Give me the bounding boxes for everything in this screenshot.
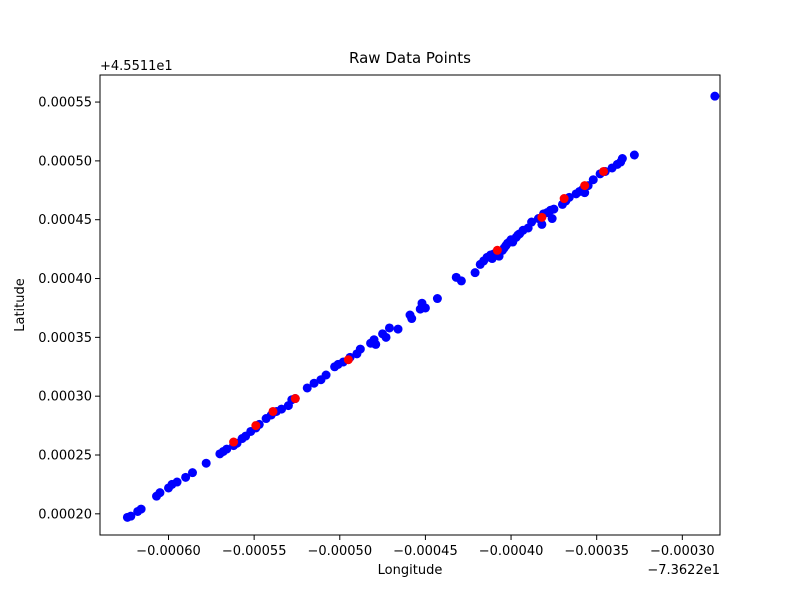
raw-data-point <box>181 472 191 482</box>
raw-data-point <box>381 332 391 342</box>
highlighted-data-point <box>599 166 609 176</box>
y-axis-offset-label: +4.5511e1 <box>100 59 173 74</box>
raw-data-point <box>629 150 639 160</box>
raw-data-point <box>302 383 312 393</box>
raw-data-point <box>407 314 417 324</box>
highlighted-data-point <box>492 245 502 255</box>
x-tick-label: −0.00035 <box>564 544 629 559</box>
raw-data-point <box>321 370 331 380</box>
y-tick-label: 0.00035 <box>38 331 92 346</box>
raw-data-point <box>371 339 381 349</box>
y-tick-label: 0.00025 <box>38 449 92 464</box>
raw-data-point <box>155 488 165 498</box>
raw-data-point <box>580 188 590 198</box>
raw-data-point <box>549 204 559 214</box>
raw-data-point <box>456 276 466 286</box>
raw-data-point <box>710 91 720 101</box>
data-points <box>122 91 720 522</box>
plot-area-frame <box>99 74 721 536</box>
y-tick-label: 0.00050 <box>38 154 92 169</box>
x-tick-label: −0.00030 <box>650 544 715 559</box>
y-tick-label: 0.00040 <box>38 272 92 287</box>
raw-data-point <box>136 504 146 514</box>
raw-data-point <box>309 378 319 388</box>
raw-data-point <box>547 214 557 224</box>
raw-data-point <box>277 404 287 414</box>
raw-data-point <box>172 477 182 487</box>
x-tick-label: −0.00040 <box>479 544 544 559</box>
x-axis-offset-label: −7.3622e1 <box>647 563 720 578</box>
highlighted-data-point <box>580 181 590 191</box>
highlighted-data-point <box>229 437 239 447</box>
highlighted-data-point <box>251 421 261 431</box>
chart-title: Raw Data Points <box>349 49 471 67</box>
highlighted-data-point <box>268 406 278 416</box>
raw-data-point <box>588 175 598 185</box>
raw-data-point <box>537 219 547 229</box>
raw-data-point <box>201 458 211 468</box>
raw-data-point <box>222 444 232 454</box>
series-highlighted <box>229 166 609 447</box>
highlighted-data-point <box>559 194 569 204</box>
raw-data-point <box>527 217 537 227</box>
highlighted-data-point <box>343 355 353 365</box>
raw-data-point <box>393 324 403 334</box>
raw-data-point <box>126 511 136 521</box>
raw-data-point <box>384 323 394 333</box>
x-tick-label: −0.00045 <box>393 544 458 559</box>
raw-data-point <box>470 268 480 278</box>
raw-data-point <box>420 303 430 313</box>
y-axis-label: Latitude <box>13 278 28 332</box>
series-raw <box>122 91 720 522</box>
y-tick-label: 0.00030 <box>38 390 92 405</box>
highlighted-data-point <box>290 394 300 404</box>
raw-data-point <box>617 154 627 164</box>
y-tick-label: 0.00020 <box>38 507 92 522</box>
raw-data-point <box>432 294 442 304</box>
x-tick-label: −0.00060 <box>136 544 201 559</box>
y-tick-label: 0.00045 <box>38 213 92 228</box>
x-tick-label: −0.00050 <box>307 544 372 559</box>
x-tick-label: −0.00055 <box>222 544 287 559</box>
raw-data-point <box>187 468 197 478</box>
highlighted-data-point <box>537 212 547 222</box>
axis-ticks: −0.00060 −0.00055 −0.00050 −0.00045 −0.00040… <box>38 96 714 559</box>
y-tick-label: 0.00055 <box>38 96 92 111</box>
raw-data-point <box>355 344 365 354</box>
x-axis-label: Longitude <box>378 563 443 578</box>
